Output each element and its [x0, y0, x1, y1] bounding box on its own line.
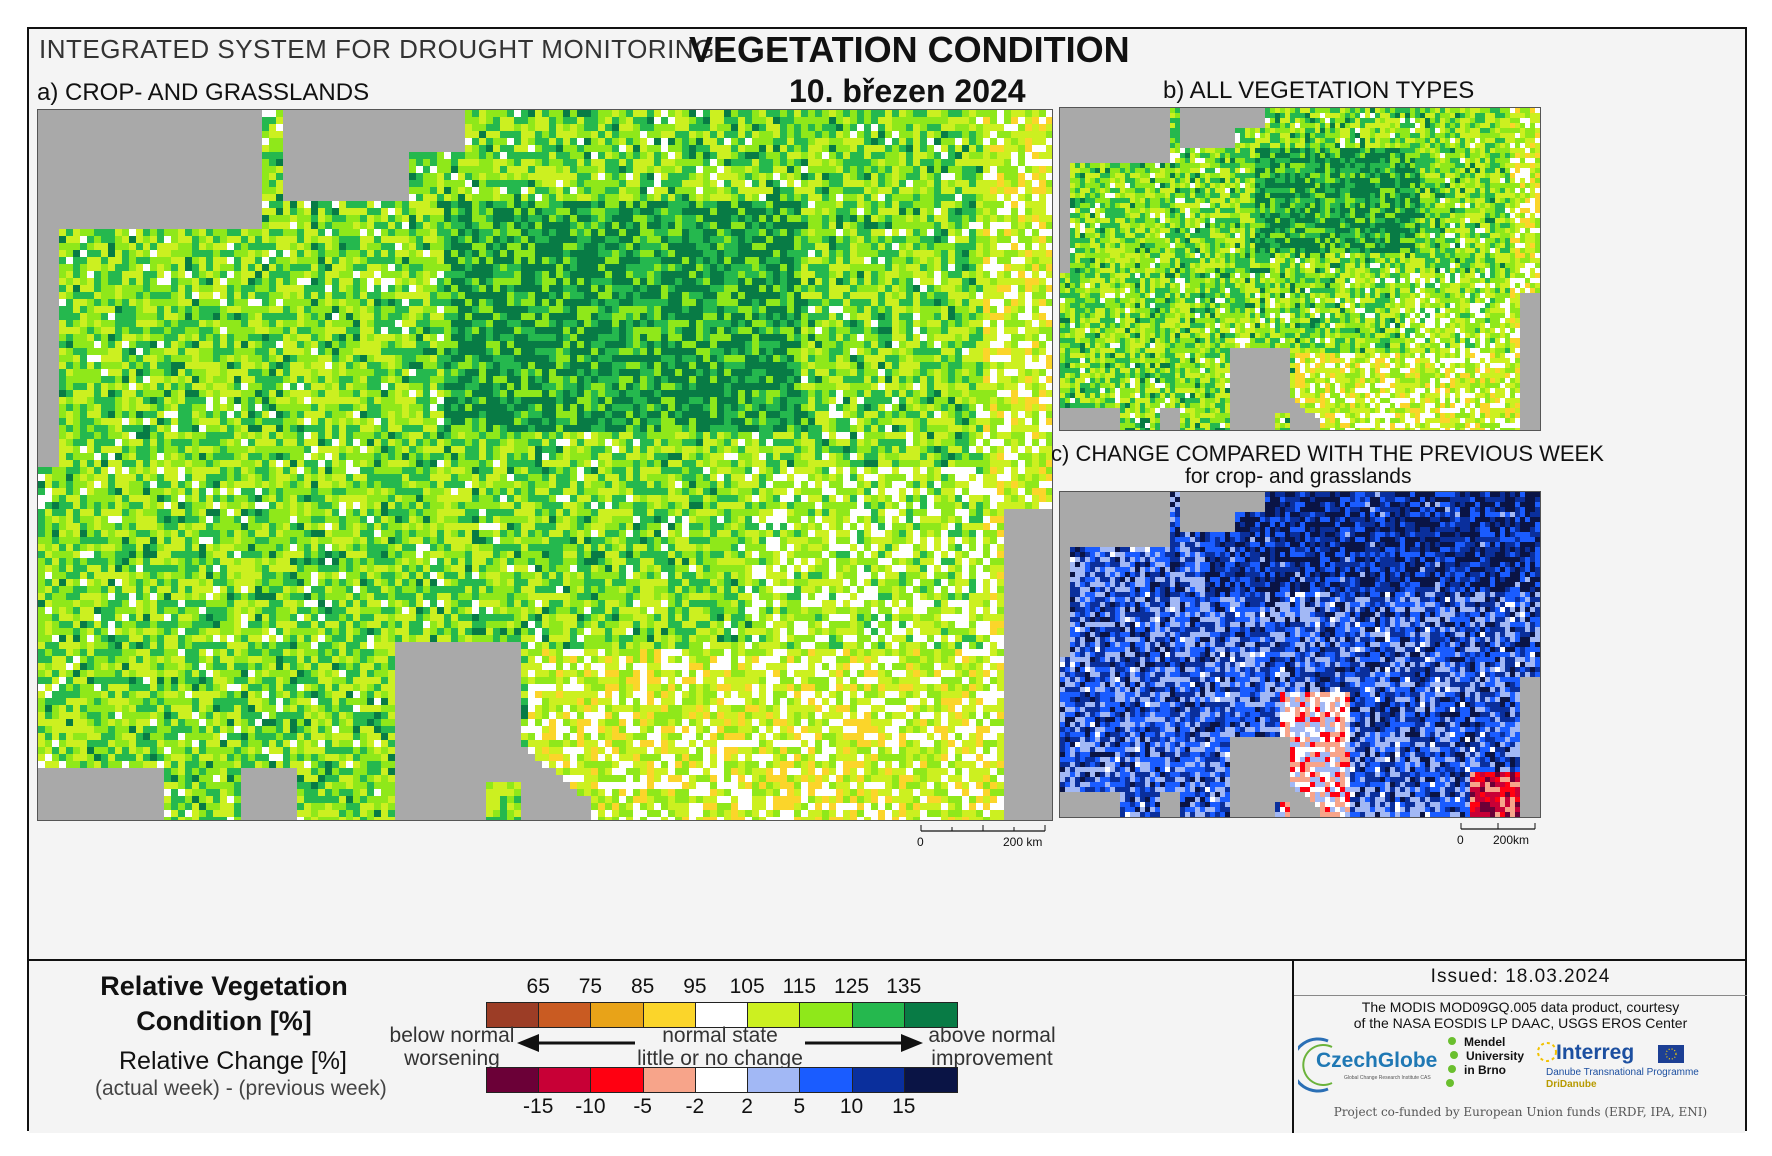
rvc-swatch	[643, 1003, 696, 1027]
rvc-title-line2: Condition [%]	[89, 1006, 359, 1037]
above-normal-line1: above normal	[927, 1024, 1057, 1047]
issued-date: Issued: 18.03.2024	[1294, 961, 1747, 996]
rvc-swatch	[852, 1003, 905, 1027]
rvc-swatch	[591, 1003, 644, 1027]
rc-tick-label: -10	[575, 1095, 605, 1119]
czechglobe-logo	[1298, 1037, 1333, 1093]
interreg-programme: Danube Transnational Programme	[1546, 1067, 1699, 1078]
rvc-tick-label: 105	[730, 975, 765, 999]
below-normal-line1: below normal	[387, 1024, 517, 1047]
rc-swatch	[695, 1068, 749, 1092]
rc-tick-label: -5	[633, 1095, 652, 1119]
rvc-colorbar	[486, 1002, 958, 1028]
below-normal-label: below normal worsening	[387, 1024, 517, 1070]
figure-frame: INTEGRATED SYSTEM FOR DROUGHT MONITORING…	[27, 27, 1747, 1133]
rc-swatch	[852, 1068, 905, 1092]
above-normal-line2: improvement	[927, 1047, 1057, 1070]
all-vegetation-map	[1060, 108, 1540, 430]
interreg-star-icon	[1537, 1042, 1557, 1062]
credit-line2: of the NASA EOSDIS LP DAAC, USGS EROS Ce…	[1294, 1015, 1747, 1031]
rc-title: Relative Change [%]	[119, 1047, 347, 1076]
left-arrow-icon	[517, 1034, 635, 1052]
panel-c-subtitle: for crop- and grasslands	[1185, 465, 1411, 489]
scale-km-a: 200 km	[1003, 835, 1042, 849]
below-normal-line2: worsening	[387, 1047, 517, 1070]
rvc-swatch	[904, 1003, 957, 1027]
rvc-tick-label: 135	[886, 975, 921, 999]
normal-state-line2: little or no change	[635, 1047, 805, 1070]
eu-flag-icon	[1658, 1045, 1684, 1063]
eu-cofunded: Project co-funded by European Union fund…	[1294, 1105, 1747, 1119]
rvc-tick-label: 125	[834, 975, 869, 999]
rc-formula: (actual week) - (previous week)	[95, 1077, 387, 1101]
panel-c-map	[1059, 491, 1541, 818]
rc-swatch	[904, 1068, 957, 1092]
czechglobe-name: CzechGlobe	[1316, 1049, 1437, 1073]
normal-state-line1: normal state	[635, 1024, 805, 1047]
mendel-line2: University	[1458, 1049, 1524, 1063]
rc-swatch	[643, 1068, 696, 1092]
mendel-line3: in Brno	[1458, 1063, 1524, 1077]
rvc-tick-label: 75	[579, 975, 602, 999]
rc-tick-label: 15	[892, 1095, 915, 1119]
panel-a-title: a) CROP- AND GRASSLANDS	[37, 79, 369, 107]
rvc-title: Relative Vegetation Condition [%]	[89, 971, 359, 1037]
rvc-title-line1: Relative Vegetation	[89, 971, 359, 1002]
data-credit: The MODIS MOD09GQ.005 data product, cour…	[1294, 999, 1747, 1031]
rc-tick-label: 10	[840, 1095, 863, 1119]
panel-c-title: c) CHANGE COMPARED WITH THE PREVIOUS WEE…	[1051, 441, 1604, 467]
map-date: 10. březen 2024	[789, 73, 1026, 110]
panel-b-map	[1059, 107, 1541, 431]
rc-swatch	[539, 1068, 592, 1092]
scale-zero-c: 0	[1457, 833, 1464, 847]
rc-swatch	[800, 1068, 853, 1092]
panel-a-map	[37, 109, 1053, 821]
scale-km-c: 200km	[1493, 833, 1529, 847]
rc-swatch	[487, 1068, 540, 1092]
rvc-swatch	[487, 1003, 540, 1027]
rvc-swatch	[748, 1003, 801, 1027]
dridanube-name: DriDanube	[1546, 1079, 1597, 1090]
rvc-tick-label: 85	[631, 975, 654, 999]
mendel-logo-dots	[1446, 1037, 1458, 1087]
scale-zero-a: 0	[917, 835, 924, 849]
mendel-university: Mendel University in Brno	[1458, 1035, 1524, 1077]
czechglobe-subtitle: Global Change Research Institute CAS	[1344, 1075, 1431, 1081]
rc-tick-label: 2	[741, 1095, 753, 1119]
rc-swatch	[748, 1068, 801, 1092]
system-name: INTEGRATED SYSTEM FOR DROUGHT MONITORING	[39, 34, 715, 65]
mendel-line1: Mendel	[1458, 1035, 1524, 1049]
rvc-swatch	[695, 1003, 749, 1027]
rc-tick-label: -15	[523, 1095, 553, 1119]
rvc-swatch	[800, 1003, 853, 1027]
vegetation-condition-map	[38, 110, 1052, 820]
rc-tick-label: -2	[686, 1095, 705, 1119]
rvc-tick-label: 115	[783, 975, 816, 999]
rc-swatch	[591, 1068, 644, 1092]
weekly-change-map	[1060, 492, 1540, 817]
credit-line1: The MODIS MOD09GQ.005 data product, cour…	[1294, 999, 1747, 1015]
right-arrow-icon	[805, 1034, 923, 1052]
rvc-swatch	[539, 1003, 592, 1027]
info-box: Issued: 18.03.2024 The MODIS MOD09GQ.005…	[1292, 961, 1747, 1133]
interreg-name: Interreg	[1556, 1041, 1634, 1065]
rc-colorbar	[486, 1067, 958, 1093]
panel-b-title: b) ALL VEGETATION TYPES	[1163, 77, 1474, 105]
normal-state-label: normal state little or no change	[635, 1024, 805, 1070]
rc-tick-label: 5	[793, 1095, 805, 1119]
rvc-tick-label: 65	[527, 975, 550, 999]
rvc-tick-label: 95	[683, 975, 706, 999]
main-title: VEGETATION CONDITION	[689, 29, 1130, 71]
legend-area: Relative Vegetation Condition [%] Relati…	[29, 959, 1747, 1133]
above-normal-label: above normal improvement	[927, 1024, 1057, 1070]
